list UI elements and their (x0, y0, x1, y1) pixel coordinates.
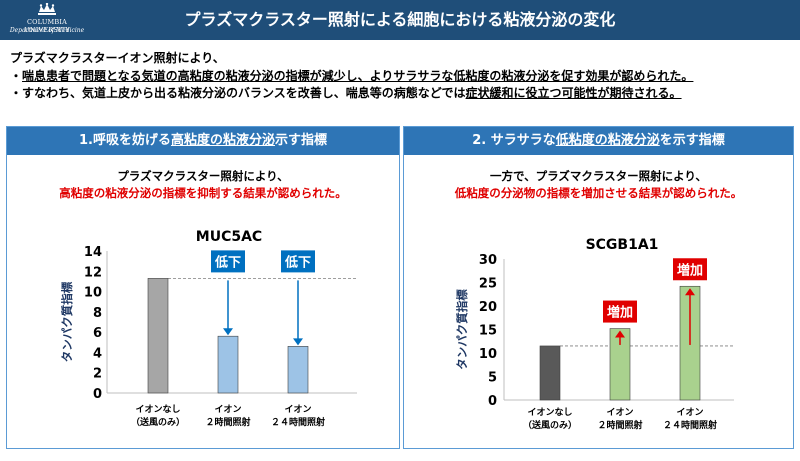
left-header-suffix: 示す指標 (274, 133, 327, 148)
bar (609, 328, 631, 401)
category-label: イオン (284, 404, 311, 415)
university-logo: COLUMBIA UNIVERSITY Department of Medici… (6, 3, 88, 37)
right-panel-description: 一方で、プラズマクラスター照射により、 低粘度の分泌物の指標を増加させる結果が認… (404, 168, 793, 202)
y-tick-label: 12 (84, 265, 102, 280)
intro-text: プラズマクラスターイオン照射により、 ・喘息患者で問題となる気道の高粘度の粘液分… (10, 50, 795, 103)
right-panel: 2. サラサラな低粘度の粘液分泌を示す指標 一方で、プラズマクラスター照射により… (403, 126, 794, 449)
left-desc-line-2: 高粘度の粘液分泌の指標を抑制する結果が認められた。 (59, 186, 347, 200)
bar (287, 346, 309, 394)
decrease-arrow-head (223, 328, 233, 336)
increase-arrow-head (615, 330, 625, 338)
category-label: ２時間照射 (597, 419, 642, 431)
intro-line-3: ・すなわち、気道上皮から出る粘液分泌のバランスを改善し、喘息等の病態などでは症状… (10, 85, 795, 103)
intro-line-2: ・喘息患者で問題となる気道の高粘度の粘液分泌の指標が減少し、よりサラサラな低粘度… (10, 68, 795, 86)
crown-icon (38, 3, 56, 15)
logo-university-name: COLUMBIA UNIVERSITY (24, 18, 70, 34)
y-axis-label: タンパク質指標 (455, 289, 469, 370)
y-tick-label: 0 (93, 387, 102, 402)
category-label: ２４時間照射 (271, 416, 325, 428)
chart-title: SCGB1A1 (586, 237, 659, 253)
left-panel: 1.呼吸を妨げる高粘度の粘液分泌示す指標 プラズマクラスター照射により、 高粘度… (6, 126, 400, 449)
intro-line-2-prefix: ・ (10, 68, 23, 83)
right-header-underlined: 低粘度の粘液分泌 (555, 133, 660, 148)
increase-badge-label: 増加 (677, 262, 703, 278)
muc5ac-chart: MUC5AC02468101214タンパク質指標イオンなし（送風のみ）イオン２時… (60, 229, 357, 428)
y-tick-label: 20 (479, 300, 497, 315)
intro-line-1: プラズマクラスターイオン照射により、 (10, 51, 225, 65)
left-desc-line-1: プラズマクラスター照射により、 (117, 169, 289, 183)
y-tick-label: 6 (93, 326, 102, 341)
y-tick-label: 15 (479, 324, 497, 339)
y-tick-label: 10 (84, 286, 102, 301)
increase-arrow-head (685, 288, 695, 296)
category-label: イオンなし (135, 404, 180, 415)
decrease-badge-label: 低下 (284, 254, 311, 270)
left-panel-header: 1.呼吸を妨げる高粘度の粘液分泌示す指標 (7, 127, 399, 155)
y-tick-label: 10 (479, 347, 497, 362)
right-header-prefix: 2. サラサラな (472, 133, 556, 148)
right-panel-header: 2. サラサラな低粘度の粘液分泌を示す指標 (404, 127, 793, 155)
y-tick-label: 2 (93, 367, 102, 382)
decrease-badge (211, 250, 245, 273)
right-desc-line-2: 低粘度の分泌物の指標を増加させる結果が認められた。 (454, 186, 743, 200)
intro-line-3-prefix: ・すなわち、気道上皮から出る粘液分泌のバランスを改善し、喘息等の病態などでは (10, 86, 466, 100)
y-tick-label: 30 (479, 253, 497, 268)
left-panel-description: プラズマクラスター照射により、 高粘度の粘液分泌の指標を抑制する結果が認められた… (7, 168, 399, 202)
intro-line-2-underlined: 喘息患者で問題となる気道の高粘度の粘液分泌の指標が減少し、よりサラサラな低粘度の… (22, 68, 694, 83)
intro-line-3-underlined: 症状緩和に役立つ可能性が期待される。 (465, 86, 682, 100)
category-label: ２４時間照射 (663, 419, 717, 431)
bar (147, 278, 169, 394)
left-header-prefix: 1.呼吸を妨げる (78, 133, 171, 148)
category-label: イオン (676, 407, 703, 418)
category-label: （送風のみ） (131, 416, 185, 428)
increase-badge (603, 300, 637, 323)
decrease-badge (281, 250, 315, 273)
bar (539, 345, 561, 401)
page-title: プラズマクラスター照射による細胞における粘液分泌の変化 (184, 10, 616, 29)
bar (217, 335, 239, 394)
header-bar: COLUMBIA UNIVERSITY Department of Medici… (0, 0, 800, 40)
y-tick-label: 25 (479, 277, 497, 292)
category-label: （送風のみ） (523, 419, 577, 431)
right-header-suffix: を示す指標 (659, 133, 725, 148)
y-tick-label: 4 (93, 346, 102, 361)
category-label: イオンなし (527, 407, 572, 418)
increase-badge (673, 258, 707, 281)
increase-badge-label: 増加 (607, 305, 633, 321)
category-label: イオン (606, 407, 633, 418)
y-tick-label: 5 (488, 371, 497, 386)
left-header-underlined: 高粘度の粘液分泌 (170, 133, 275, 148)
y-tick-label: 0 (488, 394, 497, 409)
chart-title: MUC5AC (196, 229, 262, 245)
right-desc-line-1: 一方で、プラズマクラスター照射により、 (490, 169, 707, 183)
y-tick-label: 14 (84, 245, 102, 260)
logo-department-name: Department of Medicine (9, 27, 85, 34)
decrease-badge-label: 低下 (214, 254, 241, 270)
decrease-arrow-head (293, 338, 303, 346)
category-label: ２時間照射 (205, 416, 250, 428)
y-tick-label: 8 (93, 306, 102, 321)
category-label: イオン (214, 404, 241, 415)
y-axis-label: タンパク質指標 (60, 281, 74, 362)
